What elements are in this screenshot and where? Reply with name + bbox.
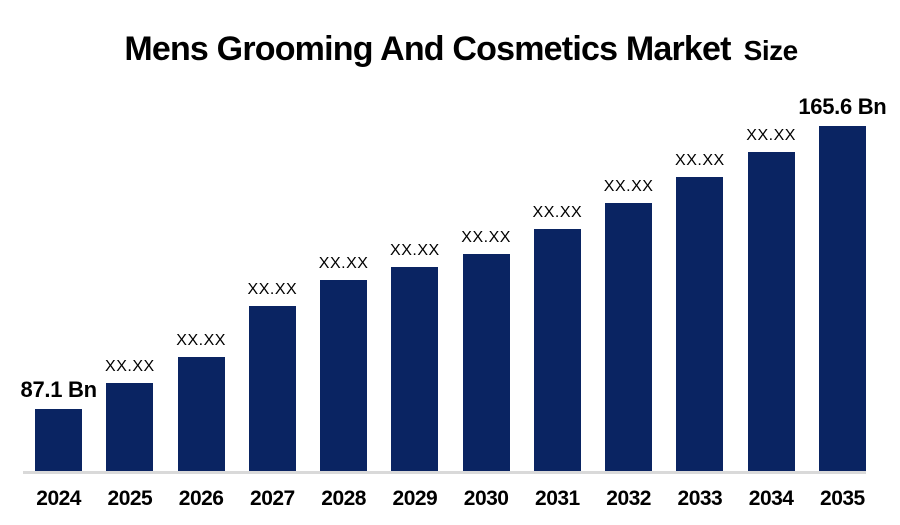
bar-column-2027: XX.XX bbox=[237, 0, 308, 472]
bar-column-2035: 165.6 Bn bbox=[798, 0, 887, 472]
bar-column-2034: XX.XX bbox=[736, 0, 807, 472]
bar-2026 bbox=[177, 357, 225, 472]
bar-column-2030: XX.XX bbox=[451, 0, 522, 472]
x-tick-label-2025: 2025 bbox=[107, 487, 153, 510]
value-label-2029: XX.XX bbox=[390, 242, 440, 259]
bar-2028 bbox=[320, 280, 368, 472]
x-tick-label-2031: 2031 bbox=[535, 487, 580, 510]
bar-2025 bbox=[106, 383, 154, 472]
value-label-2034: XX.XX bbox=[746, 127, 796, 144]
bar-column-2033: XX.XX bbox=[664, 0, 735, 472]
chart-title-suffix: Size bbox=[743, 35, 799, 66]
value-label-2028: XX.XX bbox=[318, 255, 369, 272]
x-tick-label-2034: 2034 bbox=[748, 487, 794, 510]
value-label-2024: 87.1 Bn bbox=[20, 377, 97, 402]
x-axis-line bbox=[23, 471, 866, 474]
bar-2027 bbox=[248, 306, 296, 472]
x-tick-label-2030: 2030 bbox=[463, 487, 509, 510]
bar-column-2024: 87.1 Bn bbox=[20, 0, 97, 472]
x-tick-label-2026: 2026 bbox=[178, 487, 224, 510]
x-tick-label-2035: 2035 bbox=[820, 487, 865, 510]
value-label-2035: 165.6 Bn bbox=[798, 94, 887, 119]
bar-2029 bbox=[391, 267, 439, 472]
x-tick-label-2027: 2027 bbox=[250, 487, 295, 510]
value-label-2025: XX.XX bbox=[105, 358, 155, 375]
bar-2024 bbox=[35, 409, 83, 472]
value-label-2026: XX.XX bbox=[176, 332, 226, 349]
x-tick-label-2028: 2028 bbox=[321, 487, 366, 510]
bar-2030 bbox=[462, 254, 510, 472]
bar-column-2028: XX.XX bbox=[308, 0, 379, 472]
x-tick-label-2033: 2033 bbox=[677, 487, 723, 510]
x-tick-label-2032: 2032 bbox=[606, 487, 651, 510]
bar-2034 bbox=[747, 152, 795, 472]
bar-column-2029: XX.XX bbox=[379, 0, 450, 472]
value-label-2032: XX.XX bbox=[603, 178, 654, 195]
bars-container: 87.1 Bn XX.XX XX.XX XX.XX XX.XX XX.XX XX.XX XX.… bbox=[20, 0, 887, 472]
bar-2033 bbox=[676, 177, 724, 472]
chart-title: Mens Grooming And Cosmetics Market Size bbox=[11, 30, 900, 69]
x-tick-label-2029: 2029 bbox=[392, 487, 438, 510]
value-label-2031: XX.XX bbox=[532, 204, 583, 221]
bar-2032 bbox=[605, 203, 653, 472]
value-label-2033: XX.XX bbox=[675, 152, 725, 169]
x-axis-labels: 2024 2025 2026 2027 2028 2029 2030 2031 2032 2033… bbox=[23, 487, 878, 511]
bar-column-2026: XX.XX bbox=[166, 0, 237, 472]
value-label-2030: XX.XX bbox=[461, 229, 511, 246]
bar-column-2025: XX.XX bbox=[94, 0, 165, 472]
x-tick-label-2024: 2024 bbox=[36, 487, 81, 510]
bar-2031 bbox=[533, 229, 581, 472]
bar-column-2032: XX.XX bbox=[593, 0, 664, 472]
value-label-2027: XX.XX bbox=[247, 281, 298, 298]
chart-title-main: Mens Grooming And Cosmetics Market bbox=[124, 30, 731, 68]
bar-column-2031: XX.XX bbox=[522, 0, 593, 472]
bar-2035 bbox=[818, 126, 866, 472]
